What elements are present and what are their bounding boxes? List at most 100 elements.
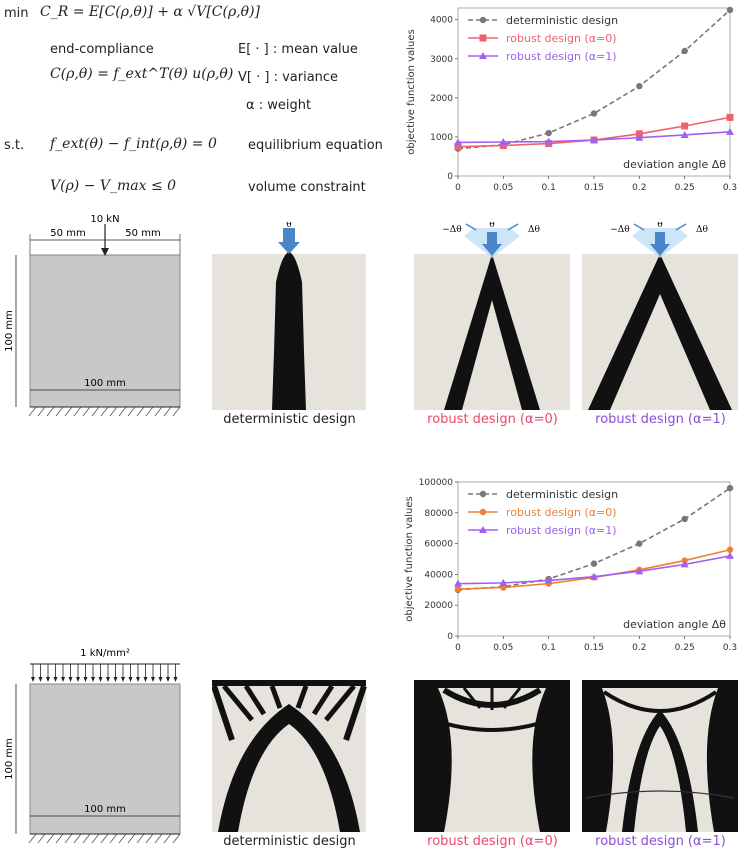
mean-definition: E[ · ] : mean value [238,42,358,57]
data-point [726,546,734,553]
problem2-robust0-design [414,680,570,832]
theta-label: θ̄ [657,222,662,230]
data-point [499,138,508,146]
y-tick-label: 0 [447,172,453,182]
y-axis-label: objective function values [406,29,417,154]
data-point [499,142,507,150]
dim-left-label: 50 mm [50,228,85,239]
x-tick-label: 0.05 [493,643,513,653]
legend-label: deterministic design [506,14,618,27]
y-tick-label: 60000 [424,540,453,550]
data-point [544,576,553,584]
end-compliance-label: end-compliance [50,42,154,57]
data-point [590,560,598,567]
data-point [726,6,734,14]
y-tick-label: 80000 [424,509,453,519]
caption-robust0-1: robust design (α=0) [427,412,558,427]
data-point [544,137,553,145]
dim-width-label: 100 mm [84,804,126,815]
problem2-deterministic-design [212,680,367,832]
minus-dtheta-label: −Δθ [610,225,629,235]
x-tick-label: 0.15 [584,183,604,193]
problem1-robust1-design: −Δθ θ̄ Δθ [582,222,738,410]
x-tick-label: 0.2 [632,183,646,193]
dim-right-label: 50 mm [125,228,160,239]
objective-equation: C_R = E[C(ρ,θ)] + α √V[C(ρ,θ)] [40,4,261,20]
y-axis-label: objective function values [404,496,415,621]
st-label: s.t. [4,138,25,153]
data-point [590,136,598,144]
x-tick-label: 0.3 [723,643,737,653]
theta-label: θ̄ [286,222,291,230]
caption-deterministic-1: deterministic design [223,412,356,427]
dim-width-label: 100 mm [84,378,126,389]
caption-robust0-2: robust design (α=0) [427,834,558,849]
x-axis-label: deviation angle Δθ [623,158,726,171]
chart-2: 0 20000 40000 60000 80000 100000 0 0.05 0.1 0.15 0… [404,478,737,653]
data-point [499,578,508,586]
x-tick-label: 0.05 [493,183,513,193]
data-point [636,82,643,90]
plus-dtheta-label: Δθ [528,225,540,235]
chart-1: 0 1000 2000 3000 4000 0 0.05 0.1 0.15 0.2 0.25 0.3 o… [406,6,737,193]
y-tick-label: 4000 [430,16,453,26]
load-label: 1 kN/mm² [80,648,130,659]
equilibrium-label: equilibrium equation [248,138,383,153]
plus-dtheta-label: Δθ [696,225,708,235]
data-point [635,133,644,141]
data-point [590,572,598,580]
y-tick-label: 20000 [424,601,453,611]
y-tick-label: 1000 [430,133,453,143]
x-tick-label: 0.2 [632,643,646,653]
volume-equation: V(ρ) − V_max ≤ 0 [50,178,177,194]
data-point [681,122,689,130]
data-point [726,551,734,559]
problem1-deterministic-design: θ̄ [212,222,366,410]
series-line [457,9,731,150]
problem2-design-domain: 1 kN/mm² 100 mm 100 mm [4,648,181,844]
compliance-definition: C(ρ,θ) = f_ext^T(θ) u(ρ,θ) [50,66,234,82]
x-tick-label: 0 [455,643,461,653]
data-point [500,584,507,591]
domain-rect [29,683,181,835]
data-point [726,484,734,492]
problem2-robust1-design [582,680,738,832]
legend-label: robust design (α=1) [506,50,617,63]
data-point [454,585,462,593]
x-tick-label: 0.3 [723,183,737,193]
x-tick-label: 0.25 [675,643,695,653]
volume-label: volume constraint [248,180,366,195]
dim-height-label: 100 mm [4,738,15,780]
data-point [545,129,552,137]
variance-definition: V[ · ] : variance [238,70,339,85]
data-point [726,127,734,135]
data-point [635,567,644,575]
legend-label: robust design (α=0) [506,506,617,519]
data-point [454,138,462,146]
dim-height-label: 100 mm [4,310,15,352]
data-point [454,579,462,587]
min-label: min [4,6,29,21]
y-tick-label: 0 [447,632,453,642]
equilibrium-equation: f_ext(θ) − f_int(ρ,θ) = 0 [50,136,217,152]
caption-robust1-1: robust design (α=1) [595,412,726,427]
y-tick-label: 2000 [430,94,453,104]
caption-deterministic-2: deterministic design [223,834,356,849]
data-point [454,143,462,151]
x-axis-label: deviation angle Δθ [623,618,726,631]
x-tick-label: 0.1 [542,643,556,653]
legend-label: deterministic design [506,488,618,501]
alpha-definition: α : weight [246,98,312,113]
problem1-design-domain: 10 kN 50 mm 50 mm 100 mm 100 mm [4,214,181,417]
domain-rect [29,254,181,408]
theta-label: θ̄ [489,222,494,230]
caption-robust1-2: robust design (α=1) [595,834,726,849]
problem1-robust0-design: −Δθ θ̄ Δθ [414,222,570,410]
y-tick-label: 3000 [430,55,453,65]
x-tick-label: 0.15 [584,643,604,653]
data-point [680,560,689,568]
data-point [590,110,598,117]
data-point [680,130,689,138]
y-tick-label: 40000 [424,570,453,580]
data-point [636,540,643,547]
